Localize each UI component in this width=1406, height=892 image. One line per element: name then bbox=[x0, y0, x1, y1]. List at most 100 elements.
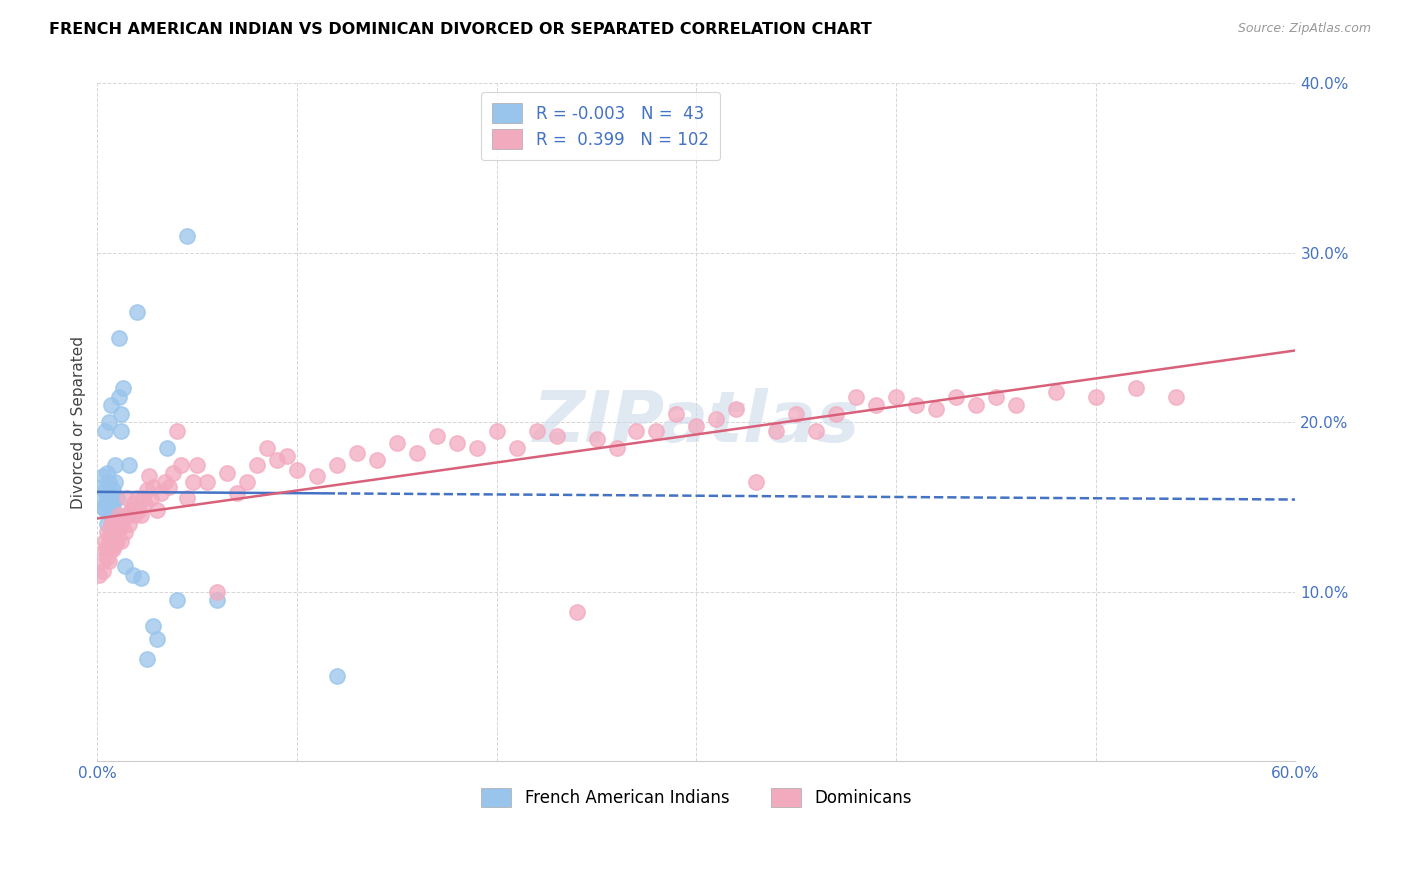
Point bbox=[706, 412, 728, 426]
Point bbox=[94, 533, 117, 548]
Point bbox=[118, 458, 141, 472]
Point bbox=[100, 508, 122, 523]
Point bbox=[117, 508, 139, 523]
Point bbox=[103, 516, 125, 531]
Point bbox=[110, 533, 132, 548]
Point bbox=[465, 441, 488, 455]
Point bbox=[108, 508, 131, 523]
Point bbox=[256, 441, 278, 455]
Point bbox=[122, 497, 145, 511]
Point bbox=[1125, 381, 1147, 395]
Point bbox=[1005, 398, 1028, 412]
Point bbox=[129, 571, 152, 585]
Point bbox=[405, 446, 427, 460]
Point bbox=[157, 480, 180, 494]
Point bbox=[138, 469, 160, 483]
Point bbox=[1084, 390, 1107, 404]
Point bbox=[98, 537, 121, 551]
Point bbox=[100, 398, 122, 412]
Point bbox=[110, 520, 132, 534]
Point bbox=[105, 491, 128, 506]
Point bbox=[166, 593, 188, 607]
Point bbox=[110, 407, 132, 421]
Point bbox=[565, 605, 588, 619]
Point bbox=[155, 475, 177, 489]
Point bbox=[124, 508, 146, 523]
Point bbox=[176, 228, 198, 243]
Point bbox=[865, 398, 887, 412]
Point bbox=[89, 491, 111, 506]
Point bbox=[90, 554, 112, 568]
Point bbox=[725, 401, 748, 416]
Point bbox=[108, 330, 131, 344]
Point bbox=[884, 390, 907, 404]
Point bbox=[93, 469, 115, 483]
Point bbox=[94, 542, 117, 557]
Point bbox=[181, 475, 204, 489]
Point bbox=[266, 452, 288, 467]
Point bbox=[94, 424, 117, 438]
Point bbox=[236, 475, 259, 489]
Point bbox=[98, 486, 121, 500]
Point bbox=[745, 475, 768, 489]
Point bbox=[93, 565, 115, 579]
Point bbox=[108, 520, 131, 534]
Point bbox=[546, 429, 568, 443]
Point bbox=[117, 508, 139, 523]
Point bbox=[98, 475, 121, 489]
Point bbox=[100, 491, 122, 506]
Point bbox=[150, 486, 173, 500]
Point bbox=[105, 516, 128, 531]
Point bbox=[626, 424, 648, 438]
Point bbox=[118, 516, 141, 531]
Point bbox=[845, 390, 868, 404]
Point bbox=[132, 491, 155, 506]
Point bbox=[96, 466, 118, 480]
Point bbox=[127, 305, 149, 319]
Point bbox=[100, 533, 122, 548]
Point bbox=[385, 435, 408, 450]
Point bbox=[104, 475, 127, 489]
Point bbox=[665, 407, 688, 421]
Point bbox=[984, 390, 1007, 404]
Point bbox=[176, 491, 198, 506]
Point bbox=[96, 497, 118, 511]
Point bbox=[285, 463, 308, 477]
Point bbox=[305, 469, 328, 483]
Point bbox=[136, 483, 159, 497]
Point bbox=[103, 531, 125, 545]
Legend: French American Indians, Dominicans: French American Indians, Dominicans bbox=[474, 781, 918, 814]
Point bbox=[276, 449, 298, 463]
Point bbox=[94, 503, 117, 517]
Point bbox=[142, 618, 165, 632]
Point bbox=[526, 424, 548, 438]
Point bbox=[129, 508, 152, 523]
Point bbox=[1045, 384, 1067, 399]
Point bbox=[98, 554, 121, 568]
Point bbox=[217, 466, 239, 480]
Point bbox=[104, 537, 127, 551]
Point bbox=[186, 458, 208, 472]
Point bbox=[89, 567, 111, 582]
Point bbox=[205, 593, 228, 607]
Text: Source: ZipAtlas.com: Source: ZipAtlas.com bbox=[1237, 22, 1371, 36]
Point bbox=[104, 525, 127, 540]
Point bbox=[806, 424, 828, 438]
Point bbox=[103, 483, 125, 497]
Point bbox=[346, 446, 368, 460]
Point bbox=[246, 458, 269, 472]
Point bbox=[1164, 390, 1187, 404]
Point bbox=[136, 652, 159, 666]
Point bbox=[141, 491, 163, 506]
Point bbox=[965, 398, 987, 412]
Point bbox=[98, 415, 121, 429]
Point bbox=[105, 533, 128, 548]
Point bbox=[142, 480, 165, 494]
Point bbox=[446, 435, 468, 450]
Point bbox=[162, 466, 184, 480]
Point bbox=[114, 525, 136, 540]
Point bbox=[93, 500, 115, 514]
Point bbox=[366, 452, 388, 467]
Point bbox=[117, 491, 139, 506]
Point bbox=[170, 458, 193, 472]
